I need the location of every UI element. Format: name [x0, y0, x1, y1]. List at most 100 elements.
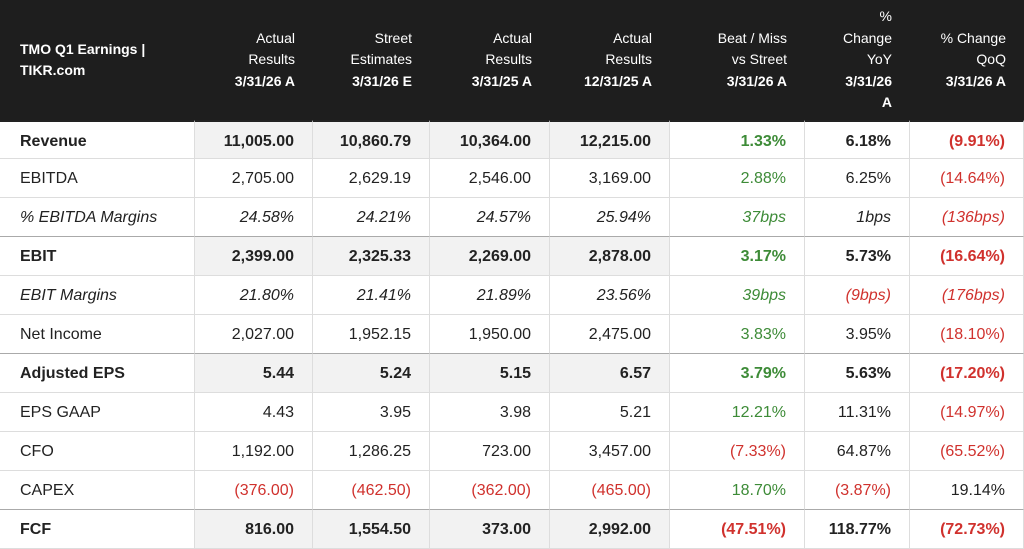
cell: 1,286.25	[313, 432, 430, 471]
cell: (176bps)	[910, 276, 1024, 315]
cell: 118.77%	[805, 510, 910, 549]
row-label: EPS GAAP	[0, 393, 195, 432]
column-header: 3/31/26 A	[726, 72, 787, 89]
cell: (18.10%)	[910, 315, 1024, 354]
cell: 10,860.79	[313, 120, 430, 159]
cell: 816.00	[195, 510, 313, 549]
cell: 2,399.00	[195, 237, 313, 276]
row-label: CFO	[0, 432, 195, 471]
cell: (465.00)	[550, 471, 670, 510]
column-header: A	[881, 94, 892, 111]
cell: 10,364.00	[430, 120, 550, 159]
cell: 12,215.00	[550, 120, 670, 159]
cell: (72.73%)	[910, 510, 1024, 549]
cell: 1,554.50	[313, 510, 430, 549]
cell: 2,546.00	[430, 159, 550, 198]
cell: 5.21	[550, 393, 670, 432]
cell: 11.31%	[805, 393, 910, 432]
cell: 1,192.00	[195, 432, 313, 471]
cell: (462.50)	[313, 471, 430, 510]
row-label: EBITDA	[0, 159, 195, 198]
cell: 2,325.33	[313, 237, 430, 276]
cell: 5.44	[195, 354, 313, 393]
cell: 1bps	[805, 198, 910, 237]
cell: 6.57	[550, 354, 670, 393]
cell: (14.64%)	[910, 159, 1024, 198]
cell: 2.88%	[670, 159, 805, 198]
cell: 373.00	[430, 510, 550, 549]
header-title: TIKR.com	[20, 62, 86, 78]
column-header: Actual	[493, 29, 532, 46]
header-title: TMO Q1 Earnings |	[20, 40, 146, 57]
row-label: Revenue	[0, 120, 195, 159]
column-header: % Change	[940, 29, 1006, 46]
row-label: CAPEX	[0, 471, 195, 510]
cell: (16.64%)	[910, 237, 1024, 276]
cell: 2,027.00	[195, 315, 313, 354]
column-header: vs Street	[731, 51, 787, 68]
cell: 2,629.19	[313, 159, 430, 198]
cell: (14.97%)	[910, 393, 1024, 432]
cell: 4.43	[195, 393, 313, 432]
column-header: Street	[374, 29, 412, 46]
cell: 24.57%	[430, 198, 550, 237]
column-header: 3/31/26	[845, 72, 892, 89]
cell: (9.91%)	[910, 120, 1024, 159]
cell: (362.00)	[430, 471, 550, 510]
cell: 1,952.15	[313, 315, 430, 354]
cell: 3.79%	[670, 354, 805, 393]
cell: 25.94%	[550, 198, 670, 237]
cell: (136bps)	[910, 198, 1024, 237]
column-header: 3/31/26 A	[945, 72, 1006, 89]
column-header: YoY	[866, 51, 892, 68]
column-header: Actual	[613, 29, 652, 46]
column-header: Change	[842, 29, 892, 46]
column-header: QoQ	[976, 51, 1006, 68]
cell: 64.87%	[805, 432, 910, 471]
cell: 24.58%	[195, 198, 313, 237]
cell: 39bps	[670, 276, 805, 315]
cell: 11,005.00	[195, 120, 313, 159]
cell: 6.25%	[805, 159, 910, 198]
column-header: Beat / Miss	[717, 29, 787, 46]
row-label: Adjusted EPS	[0, 354, 195, 393]
cell: 2,992.00	[550, 510, 670, 549]
cell: 24.21%	[313, 198, 430, 237]
cell: 5.15	[430, 354, 550, 393]
cell: 3.83%	[670, 315, 805, 354]
cell: 3.17%	[670, 237, 805, 276]
cell: 21.80%	[195, 276, 313, 315]
row-label: % EBITDA Margins	[0, 198, 195, 237]
cell: 2,705.00	[195, 159, 313, 198]
cell: 23.56%	[550, 276, 670, 315]
column-header: Estimates	[350, 51, 412, 68]
cell: 12.21%	[670, 393, 805, 432]
column-header: Results	[248, 51, 295, 68]
cell: (376.00)	[195, 471, 313, 510]
cell: 3,169.00	[550, 159, 670, 198]
cell: 3,457.00	[550, 432, 670, 471]
row-label: EBIT	[0, 237, 195, 276]
column-header: Results	[485, 51, 532, 68]
cell: 5.73%	[805, 237, 910, 276]
cell: 37bps	[670, 198, 805, 237]
cell: 723.00	[430, 432, 550, 471]
column-header: Results	[605, 51, 652, 68]
cell: 21.89%	[430, 276, 550, 315]
column-header: Actual	[256, 29, 295, 46]
cell: 2,269.00	[430, 237, 550, 276]
cell: 21.41%	[313, 276, 430, 315]
cell: (17.20%)	[910, 354, 1024, 393]
row-label: FCF	[0, 510, 195, 549]
cell: 6.18%	[805, 120, 910, 159]
cell: 5.63%	[805, 354, 910, 393]
column-header: %	[879, 8, 892, 25]
cell: (65.52%)	[910, 432, 1024, 471]
column-header: 12/31/25 A	[584, 72, 652, 89]
cell: (7.33%)	[670, 432, 805, 471]
cell: 3.95	[313, 393, 430, 432]
row-label: Net Income	[0, 315, 195, 354]
column-header: 3/31/26 E	[352, 72, 412, 89]
cell: 1.33%	[670, 120, 805, 159]
